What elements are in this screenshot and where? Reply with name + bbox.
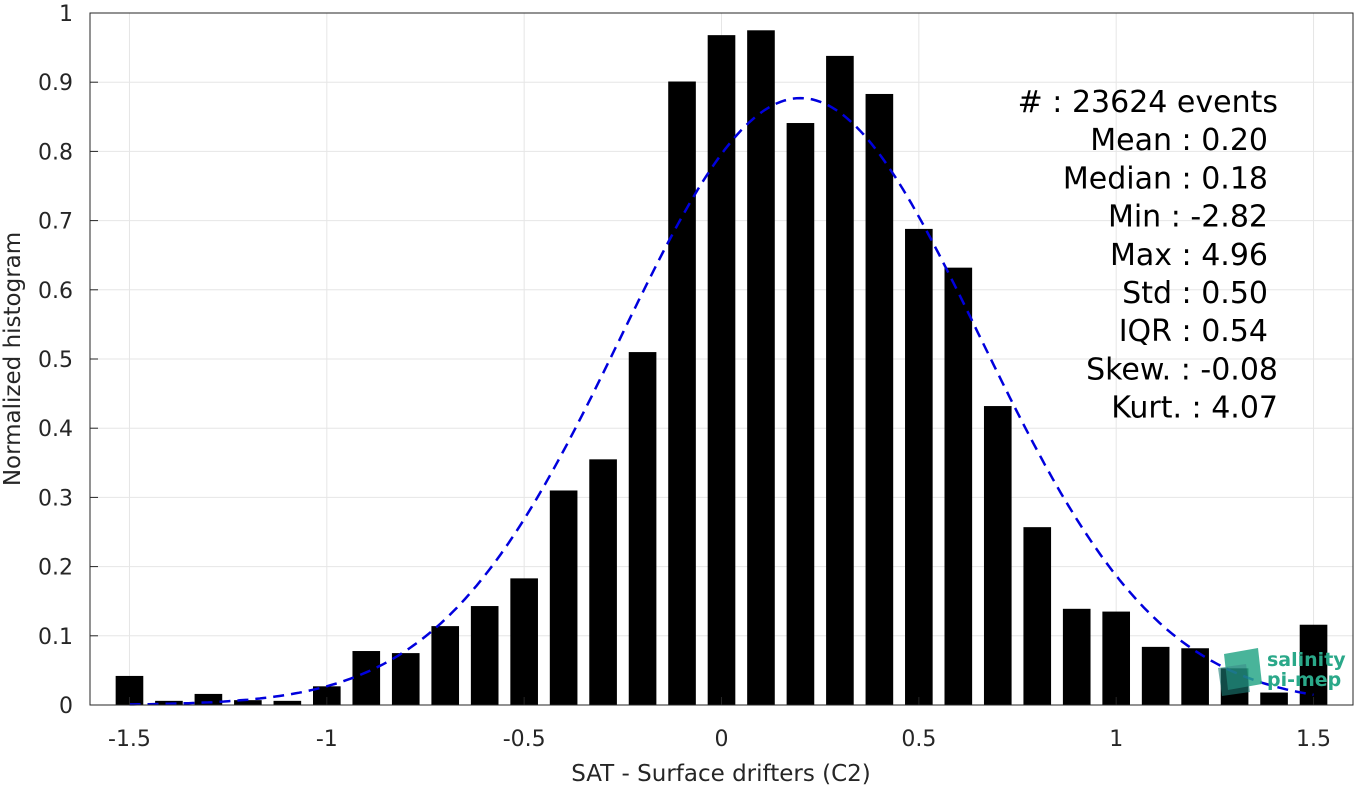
stats-line: Std : 0.50	[1122, 276, 1268, 311]
stats-line: Min : -2.82	[1108, 200, 1268, 235]
histogram-bar	[747, 30, 775, 706]
histogram-bar	[1023, 527, 1052, 705]
y-tick-label: 0.5	[38, 348, 73, 373]
histogram-bar	[707, 35, 736, 706]
histogram-bar	[786, 123, 815, 705]
y-axis-label: Normalized histogram	[0, 232, 26, 486]
histogram-bar	[549, 490, 578, 705]
y-tick-label: 0.3	[38, 486, 73, 511]
x-tick-label: -0.5	[503, 727, 546, 752]
histogram-bar	[865, 93, 894, 706]
histogram-bar	[194, 693, 223, 705]
y-tick-label: 0.6	[38, 279, 73, 304]
stats-line: # : 23624 events	[1018, 85, 1278, 120]
logo-line-2: pi-mep	[1267, 669, 1341, 691]
stats-line: IQR : 0.54	[1119, 314, 1268, 349]
y-tick-label: 0.4	[38, 417, 73, 442]
y-tick-label: 0.1	[38, 625, 73, 650]
y-tick-label: 0.2	[38, 556, 73, 581]
x-axis-label: SAT - Surface drifters (C2)	[571, 761, 871, 785]
salinity-pimep-logo: salinity pi-mep	[1218, 648, 1346, 696]
x-tick-label: 1.5	[1296, 727, 1331, 752]
axis-ticks: -1.5 -1 -0.5 0 0.5 1 1.5 0 0.1 0.2 0.3 0.4 0.5 0.6 0.7…	[38, 2, 1331, 752]
stats-line: Kurt. : 4.07	[1111, 391, 1278, 426]
histogram-bar	[1062, 608, 1091, 705]
y-tick-label: 0.8	[38, 140, 73, 165]
histogram-bar	[1102, 611, 1131, 705]
logo-emblem-icon	[1218, 648, 1262, 696]
stats-line: Max : 4.96	[1110, 238, 1268, 273]
y-tick-label: 0	[59, 694, 73, 719]
gaussian-fit-curve	[129, 96, 1314, 706]
histogram-bar	[589, 459, 617, 705]
histogram-bar	[510, 578, 538, 705]
y-tick-label: 0.9	[38, 71, 73, 96]
histogram-bar	[470, 606, 499, 705]
stats-line: Median : 0.18	[1063, 161, 1268, 196]
stats-line: Mean : 0.20	[1090, 123, 1268, 158]
stats-line: Skew. : -0.08	[1086, 352, 1278, 387]
x-tick-label: -1.5	[108, 727, 151, 752]
histogram-bar	[391, 653, 420, 705]
histogram-bar	[944, 267, 973, 705]
x-tick-label: -1	[316, 727, 338, 752]
histogram-bar	[905, 228, 933, 706]
x-tick-label: 0.5	[901, 727, 936, 752]
histogram-bar	[628, 352, 657, 705]
histogram-bar	[983, 406, 1012, 705]
histogram-bar	[234, 700, 262, 705]
histogram-bar	[1299, 624, 1328, 705]
histogram-bar	[1260, 692, 1288, 705]
histogram-bar	[668, 81, 696, 706]
y-tick-label: 1	[59, 2, 73, 27]
histogram-bar	[826, 55, 854, 706]
histogram-bar	[273, 700, 302, 705]
logo-line-1: salinity	[1267, 649, 1346, 671]
x-tick-label: 0	[715, 727, 729, 752]
histogram-bar	[1181, 648, 1209, 705]
histogram-bar	[431, 626, 460, 705]
y-tick-label: 0.7	[38, 210, 73, 235]
x-tick-label: 1	[1109, 727, 1123, 752]
histogram-bar	[352, 651, 381, 705]
histogram-bar	[312, 686, 341, 705]
histogram-bar	[1141, 646, 1170, 705]
